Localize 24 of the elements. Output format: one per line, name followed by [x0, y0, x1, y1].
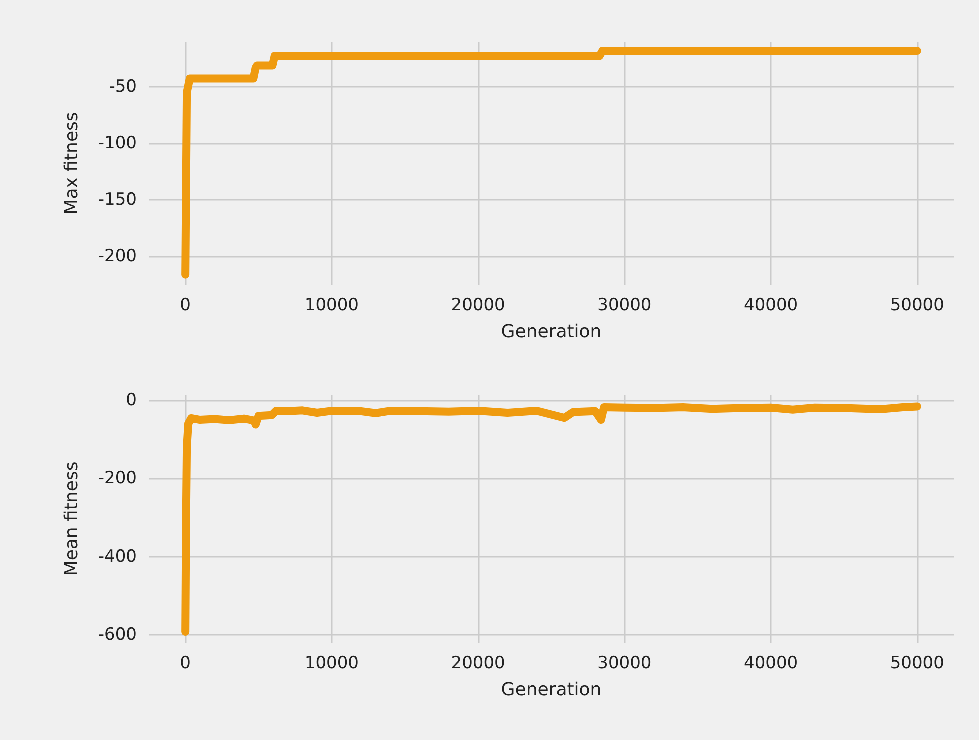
x-tick-label: 10000 — [304, 654, 359, 674]
y-tick-label: -600 — [98, 625, 137, 646]
x-tick-label: 30000 — [598, 654, 652, 674]
y-tick-label: -200 — [98, 246, 137, 267]
x-tick-label: 20000 — [451, 296, 506, 316]
x-axis-title: Generation — [501, 680, 602, 700]
y-axis-title: Max fitness — [62, 112, 82, 215]
y-tick-label: -100 — [98, 134, 137, 154]
x-axis-title: Generation — [501, 322, 602, 342]
y-tick-label: -50 — [109, 77, 137, 98]
y-tick-label: -400 — [98, 546, 137, 567]
x-tick-label: 30000 — [598, 296, 652, 316]
y-tick-label: -150 — [98, 190, 137, 210]
x-tick-label: 10000 — [304, 296, 359, 316]
y-axis-title: Mean fitness — [62, 462, 82, 576]
x-tick-label: 50000 — [890, 654, 944, 674]
x-tick-label: 40000 — [744, 296, 798, 316]
x-tick-label: 50000 — [890, 296, 944, 316]
x-tick-label: 20000 — [451, 654, 506, 674]
x-tick-label: 0 — [180, 654, 192, 674]
x-tick-label: 40000 — [744, 654, 798, 674]
y-tick-label: -200 — [98, 468, 137, 489]
x-tick-label: 0 — [180, 296, 192, 316]
y-tick-label: 0 — [126, 390, 137, 410]
